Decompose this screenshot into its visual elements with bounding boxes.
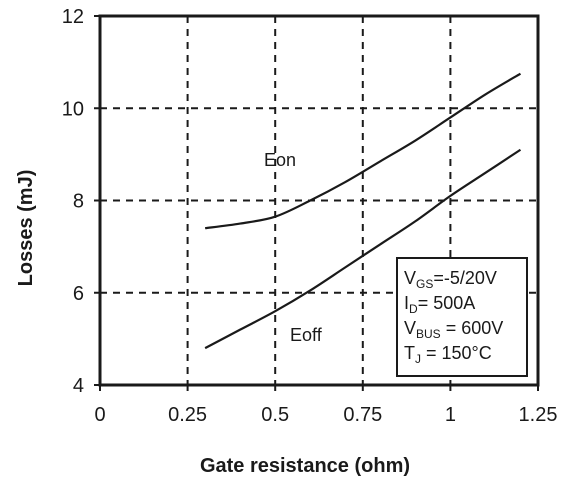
- condition-value: = 600V: [441, 318, 504, 338]
- x-tick-label: 0.25: [168, 404, 207, 426]
- condition-value: = 500A: [418, 293, 476, 313]
- series-line-eoff: [204, 148, 522, 350]
- y-tick-label: 12: [62, 6, 84, 28]
- y-tick-label: 8: [73, 191, 84, 213]
- condition-subscript: D: [409, 302, 418, 316]
- x-tick-label: 1: [445, 404, 456, 426]
- condition-line: ID= 500A: [404, 293, 475, 316]
- condition-line: VBUS = 600V: [404, 318, 503, 341]
- series-lines: [204, 72, 522, 350]
- y-tick-label: 10: [62, 98, 84, 120]
- conditions-box-frame: [396, 257, 528, 377]
- x-tick-label: 1.25: [519, 404, 558, 426]
- series-line-eon: [204, 72, 522, 230]
- x-tick-label: 0: [94, 404, 105, 426]
- x-axis-label: Gate resistance (ohm): [200, 455, 410, 477]
- condition-line: VGS=-5/20V: [404, 268, 497, 291]
- condition-symbol: V: [404, 318, 416, 338]
- series-label-eon: Eon: [264, 150, 296, 170]
- tick-labels: 0 0.25 0.5 0.75 1 1.25 4 6 8 10 12: [62, 6, 558, 426]
- condition-value: =-5/20V: [433, 268, 497, 288]
- condition-symbol: I: [404, 293, 409, 313]
- condition-subscript: BUS: [416, 327, 441, 341]
- condition-line: TJ = 150°C: [404, 343, 492, 366]
- condition-value: = 150°C: [421, 343, 492, 363]
- x-tick-label: 0.5: [261, 404, 289, 426]
- condition-subscript: GS: [416, 277, 433, 291]
- condition-symbol: V: [404, 268, 416, 288]
- y-axis-label: Losses (mJ): [15, 170, 37, 287]
- x-tick-label: 0.75: [343, 404, 382, 426]
- y-tick-label: 4: [73, 375, 84, 397]
- condition-subscript: J: [415, 352, 421, 366]
- y-tick-label: 6: [73, 283, 84, 305]
- series-label-eoff: Eoff: [290, 325, 323, 345]
- condition-symbol: T: [404, 343, 415, 363]
- plot-frame: [98, 14, 540, 387]
